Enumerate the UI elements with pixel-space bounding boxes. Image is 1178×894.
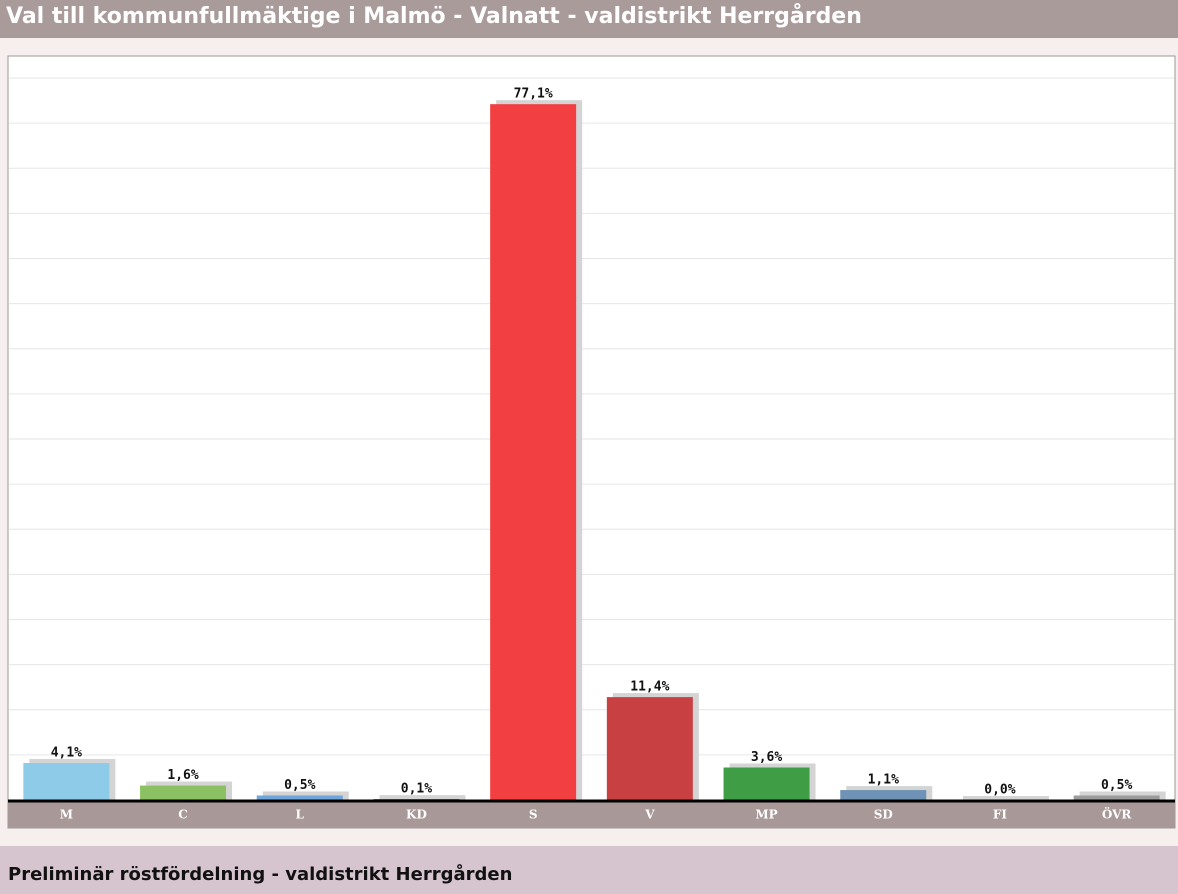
x-tick-label: ÖVR: [1102, 806, 1133, 822]
x-tick-label: M: [60, 808, 73, 822]
bar-shadow: [379, 795, 466, 800]
bar: [840, 790, 927, 800]
category-bar: [8, 802, 1175, 828]
bar-shadow: [962, 796, 1049, 800]
bar: [1073, 795, 1160, 800]
chart-title: Val till kommunfullmäktige i Malmö - Val…: [6, 3, 862, 29]
bar: [23, 762, 110, 800]
value-label: 1,6%: [167, 768, 198, 783]
footer-bar: [0, 846, 1178, 894]
plot-panel: [7, 55, 1176, 829]
bar: [490, 104, 577, 801]
value-label: 77,1%: [514, 87, 553, 102]
bar: [256, 795, 343, 800]
bar: [606, 697, 693, 800]
x-tick-label: KD: [406, 808, 427, 822]
value-label: 3,6%: [751, 750, 782, 765]
bar: [723, 767, 810, 800]
x-tick-label: SD: [874, 808, 893, 822]
title-bar: [0, 0, 1178, 38]
value-label: 0,1%: [401, 782, 432, 797]
x-tick-label: S: [529, 808, 538, 822]
value-label: 11,4%: [630, 680, 669, 695]
x-tick-label: V: [644, 808, 655, 822]
x-tick-label: FI: [993, 808, 1008, 822]
x-tick-label: MP: [755, 808, 777, 822]
x-tick-label: C: [178, 808, 188, 822]
value-label: 0,5%: [284, 778, 315, 793]
bar: [140, 785, 227, 800]
value-label: 1,1%: [868, 773, 899, 788]
x-tick-label: L: [296, 808, 305, 822]
value-label: 0,0%: [984, 783, 1015, 798]
value-label: 4,1%: [51, 745, 82, 760]
value-label: 0,5%: [1101, 778, 1132, 793]
subtitle: Preliminär röstfördelning - valdistrikt …: [8, 863, 512, 885]
